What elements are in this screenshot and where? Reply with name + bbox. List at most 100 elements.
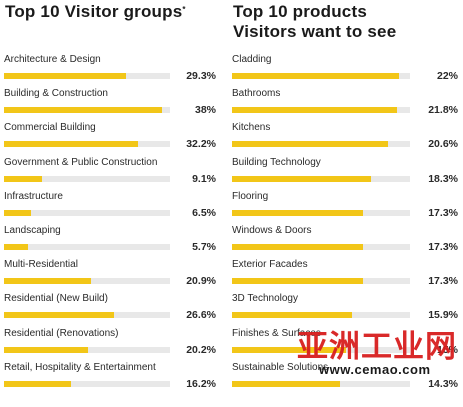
bar-value-label: 26.6%	[186, 309, 216, 322]
bar	[4, 346, 88, 353]
bar-row: Government & Public Construction 9.1%	[4, 156, 216, 190]
bar-value-label: 14.3%	[428, 377, 458, 390]
bar-track	[232, 73, 410, 79]
bar-row: Retail, Hospitality & Entertainment 16.2%	[4, 361, 216, 395]
bar-value-label: 17.3%	[428, 241, 458, 253]
bar	[232, 107, 398, 114]
bar-label: Building Technology	[232, 156, 321, 168]
bar-track	[4, 107, 170, 114]
bar-value-label: 15.9%	[428, 309, 458, 322]
bar-track	[232, 141, 410, 148]
bar	[232, 278, 364, 285]
products-title: Top 10 products Visitors want to see	[233, 2, 397, 41]
bar-value-label: 20.2%	[186, 343, 216, 356]
bar-row: Exterior Facades 17.3%	[232, 258, 458, 292]
bar-track	[4, 73, 170, 79]
bar	[4, 244, 28, 250]
bar-row: Residential (Renovations) 20.2%	[4, 327, 216, 361]
bar-row: Flooring 17.3%	[232, 190, 458, 224]
bar	[4, 175, 42, 182]
bar-value-label: 22%	[436, 70, 458, 82]
bar-value-label: 32.2%	[186, 138, 216, 151]
bar-value-label: 16.2%	[186, 377, 216, 390]
bar-row: Cladding 22%	[232, 53, 458, 87]
bar	[4, 209, 31, 216]
bar-value-label: 18.3%	[428, 172, 458, 185]
bar-row: Infrastructure 6.5%	[4, 190, 216, 224]
bar	[232, 209, 364, 216]
bar-row: Kitchens 20.6%	[232, 121, 458, 155]
bar-row: Residential (New Build) 26.6%	[4, 292, 216, 326]
bar-value-label: 6.5%	[192, 206, 216, 219]
bar-label: 3D Technology	[232, 293, 298, 305]
bar-value-label: 38%	[194, 104, 216, 117]
bar	[4, 278, 91, 285]
bar-label: Windows & Doors	[232, 225, 312, 236]
bar	[232, 346, 346, 353]
bar-row: Multi-Residential 20.9%	[4, 258, 216, 292]
bar-value-label: 21.8%	[428, 104, 458, 117]
bar-label: Residential (Renovations)	[4, 327, 119, 339]
bar-value-label: 20.6%	[428, 138, 458, 151]
bar-value-label: 29.3%	[186, 70, 216, 82]
products-panel: Top 10 products Visitors want to see Cla…	[232, 2, 458, 390]
bar	[232, 244, 364, 250]
bar-label: Flooring	[232, 190, 269, 202]
bar-row: 3D Technology 15.9%	[232, 292, 458, 326]
bar	[4, 107, 162, 114]
bar-label: Cladding	[232, 54, 272, 65]
bar-row: Windows & Doors 17.3%	[232, 224, 458, 258]
bar-track	[232, 380, 410, 387]
bar-label: Residential (New Build)	[4, 293, 108, 305]
bar	[4, 73, 126, 79]
bar	[4, 380, 72, 387]
bar-value-label: 17.3%	[428, 275, 458, 288]
bar	[232, 73, 399, 79]
bar-track	[232, 175, 410, 182]
bar-label: Building & Construction	[4, 88, 108, 100]
bar-label: Bathrooms	[232, 88, 281, 100]
bar	[232, 141, 389, 148]
bar	[4, 312, 115, 319]
bar-track	[4, 209, 170, 216]
bar-label: Sustainable Solutions	[232, 361, 329, 373]
bar-track	[4, 312, 170, 319]
bar-track	[232, 312, 410, 319]
bar-track	[4, 278, 170, 285]
bar-track	[4, 380, 170, 387]
bar	[4, 141, 138, 148]
bar-track	[232, 278, 410, 285]
bar-track	[4, 244, 170, 250]
bar-value-label: 5.7%	[192, 241, 216, 253]
bar	[232, 380, 341, 387]
bar-row: Landscaping 5.7%	[4, 224, 216, 258]
bar-label: Landscaping	[4, 225, 61, 236]
bar-row: Sustainable Solutions 14.3%	[232, 361, 458, 395]
bar-label: Architecture & Design	[4, 54, 101, 65]
bar-label: Finishes & Surfaces	[232, 327, 321, 339]
bar-track	[232, 209, 410, 216]
bar-track	[4, 141, 170, 148]
visitor-groups-title: Top 10 Visitor groups*	[5, 2, 216, 44]
bar-label: Government & Public Construction	[4, 156, 158, 168]
bar-value-label: 9.1%	[192, 172, 216, 185]
visitor-groups-panel: Top 10 Visitor groups* Architecture & De…	[4, 2, 216, 390]
bar-label: Infrastructure	[4, 190, 63, 202]
bar-row: Finishes & Surfaces 15%	[232, 327, 458, 361]
bar-row: Architecture & Design 29.3%	[4, 53, 216, 87]
bar	[232, 175, 371, 182]
bar-track	[4, 175, 170, 182]
bar-track	[232, 107, 410, 114]
bar-label: Retail, Hospitality & Entertainment	[4, 361, 156, 373]
bar-row: Commercial Building 32.2%	[4, 121, 216, 155]
bar-value-label: 15%	[436, 343, 458, 356]
bar-track	[4, 346, 170, 353]
bar-row: Building & Construction 38%	[4, 87, 216, 121]
bar-value-label: 20.9%	[186, 275, 216, 288]
bar-track	[232, 346, 410, 353]
visitor-groups-title-text: Top 10 Visitor groups	[5, 2, 183, 21]
bar-label: Exterior Facades	[232, 259, 308, 271]
bar-label: Commercial Building	[4, 122, 96, 134]
bar	[232, 312, 353, 319]
bar-track	[232, 244, 410, 250]
